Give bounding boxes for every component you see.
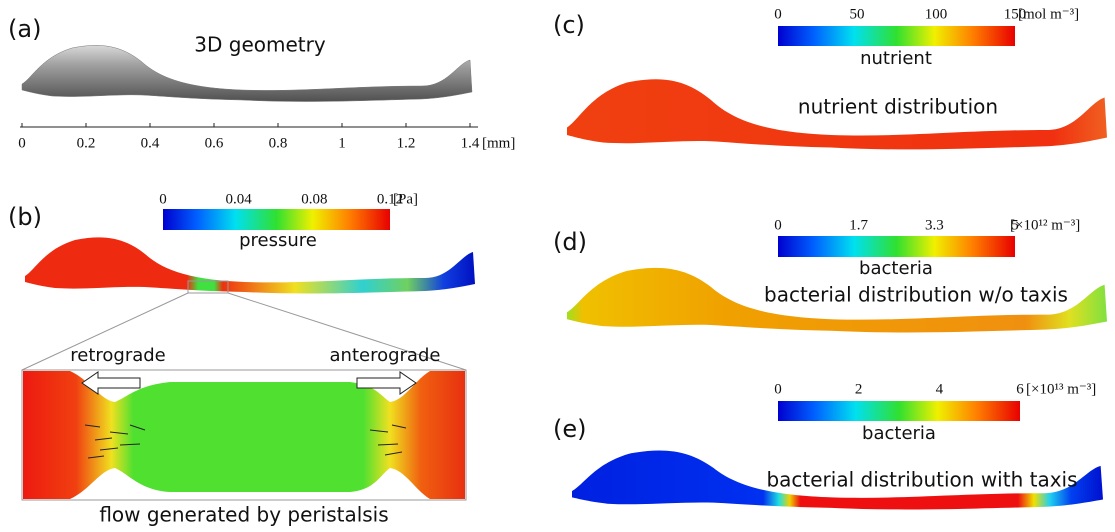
figure: (a) 3D geometry [mm] (b) [Pa] pressure r… (0, 0, 1115, 528)
panel-title: nutrient distribution (798, 95, 998, 119)
tick-label: 0.8 (269, 135, 288, 151)
panel-title: bacterial distribution with taxis (766, 468, 1077, 492)
panel-title: 3D geometry (194, 33, 326, 57)
zoom-caption: flow generated by peristalsis (99, 503, 388, 527)
panel-title: bacterial distribution w/o taxis (764, 283, 1068, 307)
panel-label: (a) (8, 15, 41, 43)
colorbar-tick: 0.04 (226, 191, 253, 207)
colorbar-tick: 0.12 (377, 191, 403, 207)
tick-label: 0 (18, 135, 26, 151)
axis-unit: [mm] (482, 135, 515, 151)
colorbar-tick: 150 (1004, 6, 1027, 22)
colorbar (778, 401, 1020, 421)
colorbar-title: nutrient (860, 48, 932, 69)
zoom-right-label: anterograde (330, 345, 441, 366)
colorbar-tick: 50 (850, 6, 865, 22)
colorbar-unit: [mol m⁻³] (1018, 6, 1079, 22)
colorbar-title: bacteria (862, 423, 936, 444)
colorbar-tick: 0 (774, 6, 782, 22)
colorbar-tick: 4 (936, 381, 944, 397)
zoom-left-label: retrograde (70, 345, 166, 366)
colorbar (778, 236, 1015, 257)
colorbar-tick: 3.3 (925, 217, 944, 233)
colorbar-tick: 0 (774, 381, 782, 397)
colorbar-tick: 100 (925, 6, 948, 22)
colorbar-tick: 0 (159, 191, 167, 207)
colorbar-tick: 0 (774, 217, 782, 233)
tick-label: 0.4 (141, 135, 160, 151)
panel-label: (c) (553, 11, 585, 39)
colorbar-unit: [×10¹³ m⁻³] (1026, 381, 1096, 397)
colorbar (778, 26, 1015, 46)
colorbar-tick: 5 (1011, 217, 1019, 233)
panel-label: (b) (8, 203, 42, 231)
colorbar-title: pressure (239, 230, 317, 251)
colorbar-tick: 6 (1016, 381, 1024, 397)
colorbar-title: bacteria (859, 258, 933, 279)
panel-label: (e) (553, 415, 587, 443)
colorbar-unit: [×10¹² m⁻³] (1010, 217, 1080, 233)
tick-label: 1 (338, 135, 346, 151)
tick-label: 0.6 (205, 135, 224, 151)
colorbar (163, 209, 390, 230)
colorbar-tick: 2 (855, 381, 863, 397)
colorbar-tick: 0.08 (301, 191, 327, 207)
panel-label: (d) (553, 228, 587, 256)
tick-label: 0.2 (77, 135, 96, 151)
tick-label: 1.4 (461, 135, 480, 151)
colorbar-tick: 1.7 (849, 217, 868, 233)
tick-label: 1.2 (397, 135, 416, 151)
